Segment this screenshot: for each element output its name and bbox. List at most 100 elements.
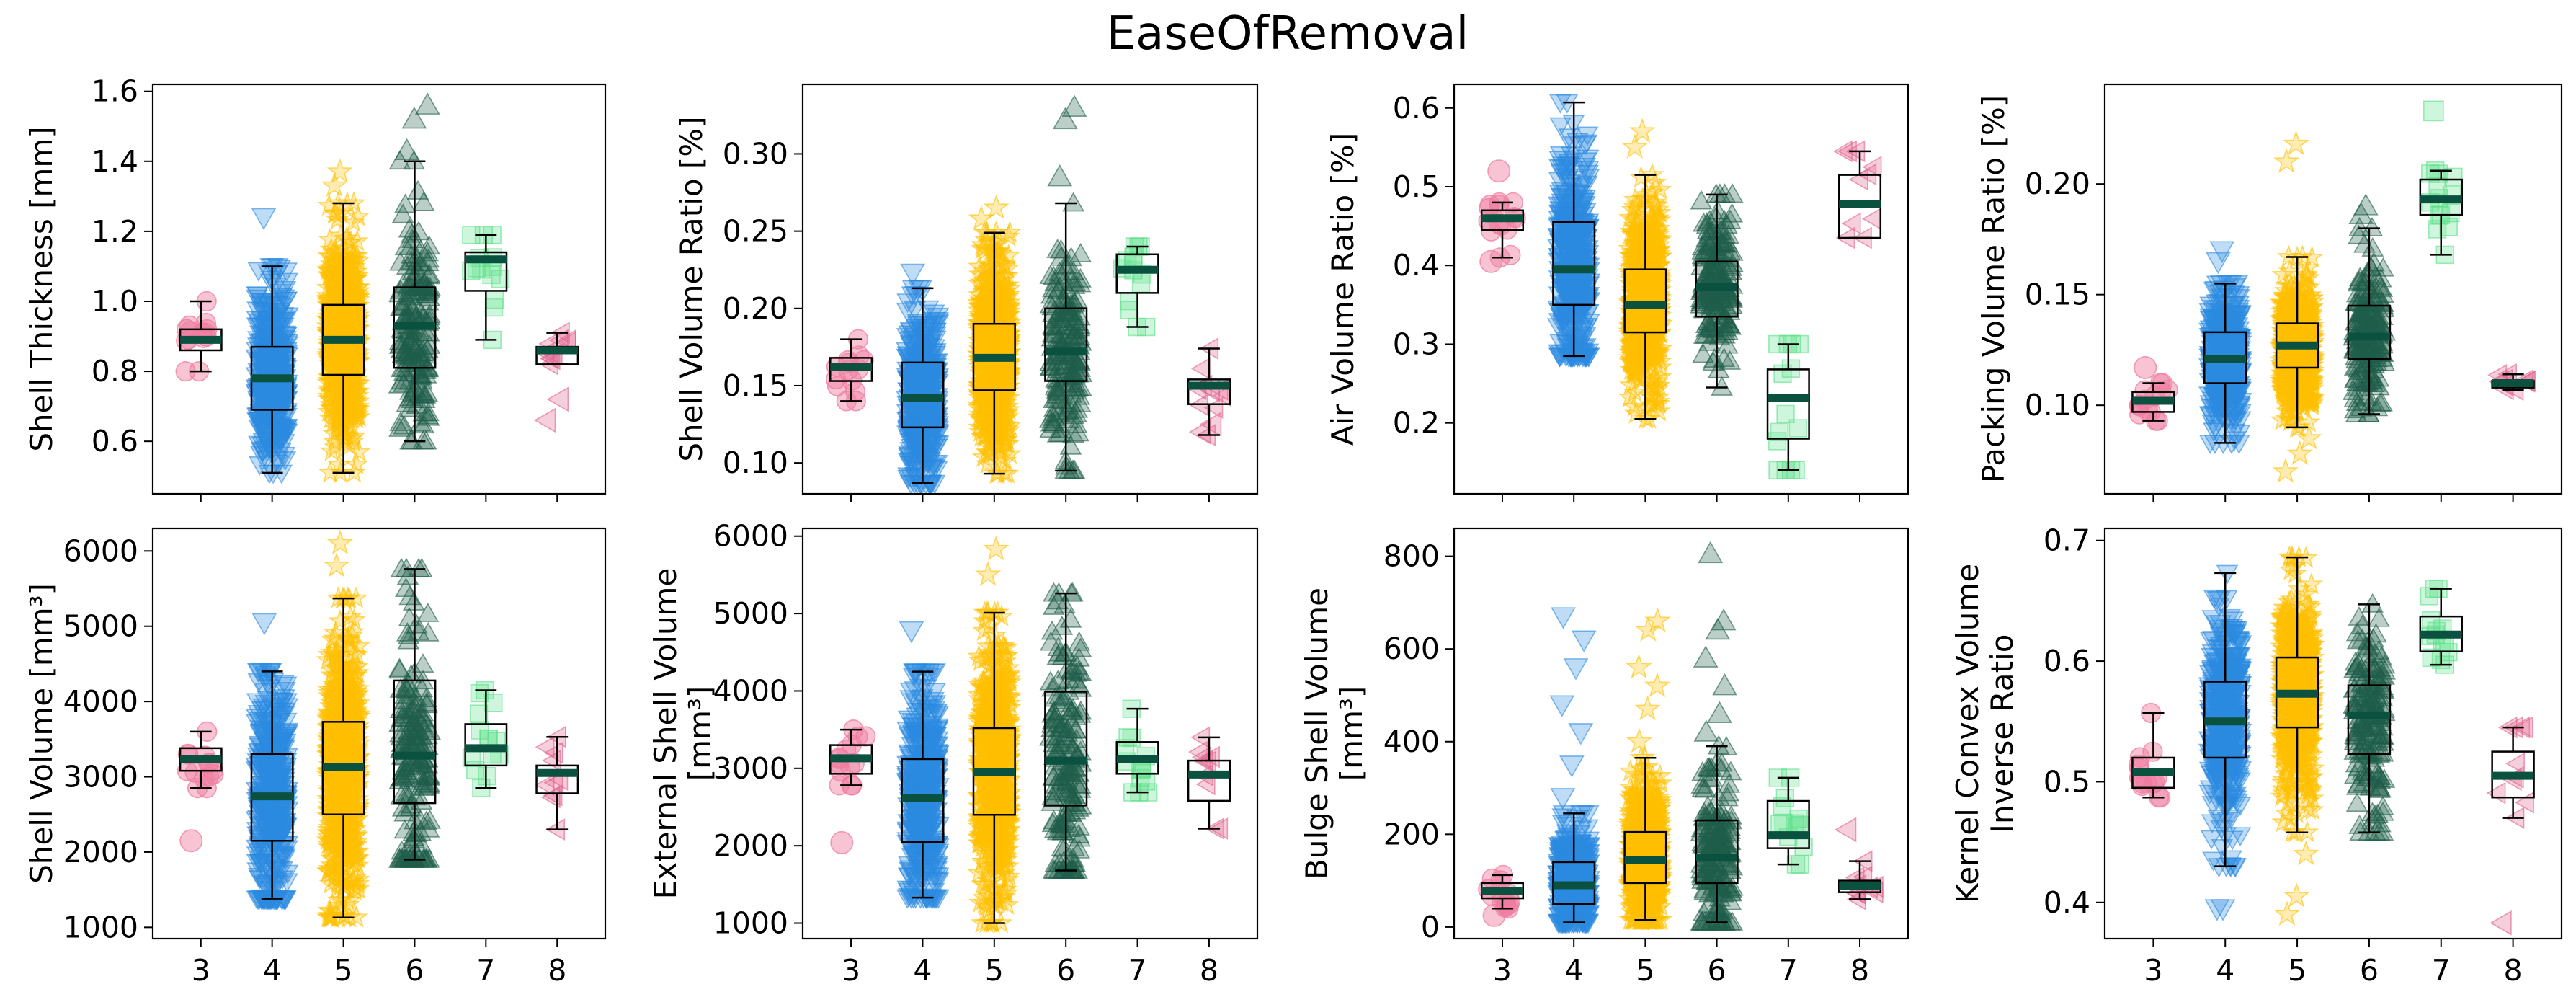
data-point xyxy=(1551,232,1574,252)
data-point xyxy=(335,423,359,446)
data-point xyxy=(1043,265,1065,285)
data-point xyxy=(1716,232,1739,252)
data-point xyxy=(416,252,440,272)
subplot-p3: Packing Volume Ratio [%] 0.100.150.20 xyxy=(1976,83,2563,502)
data-point xyxy=(1719,285,1742,305)
data-point xyxy=(1623,362,1646,385)
data-point xyxy=(322,241,346,264)
data-point xyxy=(275,262,298,283)
data-point xyxy=(246,286,269,306)
data-point xyxy=(1549,253,1572,273)
data-point xyxy=(2223,423,2246,443)
data-point xyxy=(899,416,922,436)
box-8 xyxy=(535,332,579,365)
data-point xyxy=(967,354,991,377)
data-point xyxy=(1046,370,1069,390)
data-point xyxy=(325,417,349,440)
data-point xyxy=(1047,164,1073,187)
data-point xyxy=(273,396,296,416)
data-point xyxy=(326,335,350,358)
data-point xyxy=(1623,239,1646,262)
data-point xyxy=(394,138,419,161)
data-point xyxy=(971,445,996,468)
data-point xyxy=(2229,340,2251,360)
data-point xyxy=(1553,311,1575,331)
data-point xyxy=(1573,250,1596,270)
data-point xyxy=(2227,329,2250,349)
data-point xyxy=(331,353,355,376)
y-tick-label: 0.5 xyxy=(1393,169,1440,204)
data-point xyxy=(262,336,285,356)
data-point xyxy=(276,336,299,356)
data-point xyxy=(347,348,371,371)
data-point xyxy=(1556,288,1579,309)
y-tick-label: 0.15 xyxy=(2025,278,2090,312)
data-point xyxy=(400,250,423,270)
data-point xyxy=(904,326,927,346)
data-point xyxy=(1638,352,1662,375)
data-point xyxy=(919,375,941,395)
box-4 xyxy=(1552,101,1596,358)
box-3 xyxy=(829,338,873,402)
data-point xyxy=(328,460,352,483)
iqr-box xyxy=(1044,307,1088,382)
data-point xyxy=(1642,235,1667,258)
data-point xyxy=(399,345,422,365)
subplot-p2: Air Volume Ratio [%] 0.20.30.40.50.6 xyxy=(1325,83,1909,502)
data-point xyxy=(2205,330,2228,350)
plot-area xyxy=(175,92,579,484)
data-point xyxy=(393,361,416,381)
data-point xyxy=(1640,162,1664,185)
iqr-box xyxy=(1766,368,1810,440)
data-point xyxy=(389,411,412,431)
data-point xyxy=(336,311,360,334)
data-point xyxy=(1557,234,1580,253)
data-point xyxy=(1643,190,1667,213)
data-point xyxy=(413,389,436,409)
data-point xyxy=(2203,340,2226,360)
data-point xyxy=(259,303,282,323)
y-tick-label: 0.6 xyxy=(92,424,138,458)
data-point xyxy=(410,256,433,275)
data-point xyxy=(339,297,363,320)
data-point xyxy=(335,402,359,425)
data-point xyxy=(1637,407,1661,430)
data-point xyxy=(1574,203,1597,223)
data-point xyxy=(393,415,416,435)
data-point xyxy=(396,255,419,275)
data-point xyxy=(1639,392,1664,415)
data-point xyxy=(1790,334,1809,354)
data-point xyxy=(1700,258,1723,278)
box-8 xyxy=(1187,347,1231,436)
y-tick-label: 0.2 xyxy=(1393,406,1440,440)
data-point xyxy=(972,267,997,291)
data-point xyxy=(322,400,347,423)
figure-title: EaseOfRemoval xyxy=(1107,7,1469,61)
data-point xyxy=(401,430,424,450)
data-point xyxy=(1046,238,1069,258)
data-point xyxy=(2227,299,2250,319)
data-point xyxy=(275,419,298,439)
data-point xyxy=(1697,311,1720,331)
data-point xyxy=(982,358,1007,381)
data-point xyxy=(900,263,925,286)
data-point xyxy=(1623,216,1647,239)
iqr-box xyxy=(464,251,508,292)
data-point xyxy=(275,326,298,346)
data-point xyxy=(316,286,340,309)
data-point xyxy=(989,324,1014,347)
data-point xyxy=(270,288,293,308)
data-point xyxy=(979,407,1003,430)
data-point xyxy=(347,440,371,463)
data-point xyxy=(1719,350,1742,370)
data-point xyxy=(2134,355,2157,379)
data-point xyxy=(984,386,1008,409)
data-point xyxy=(321,172,348,198)
data-point xyxy=(967,415,991,438)
data-point xyxy=(1556,338,1579,358)
data-point xyxy=(2208,293,2231,314)
subplot-grid: Shell Thickness [mm] 0.60.81.01.21.41.6Sh… xyxy=(24,74,2563,988)
data-point xyxy=(1199,412,1222,437)
